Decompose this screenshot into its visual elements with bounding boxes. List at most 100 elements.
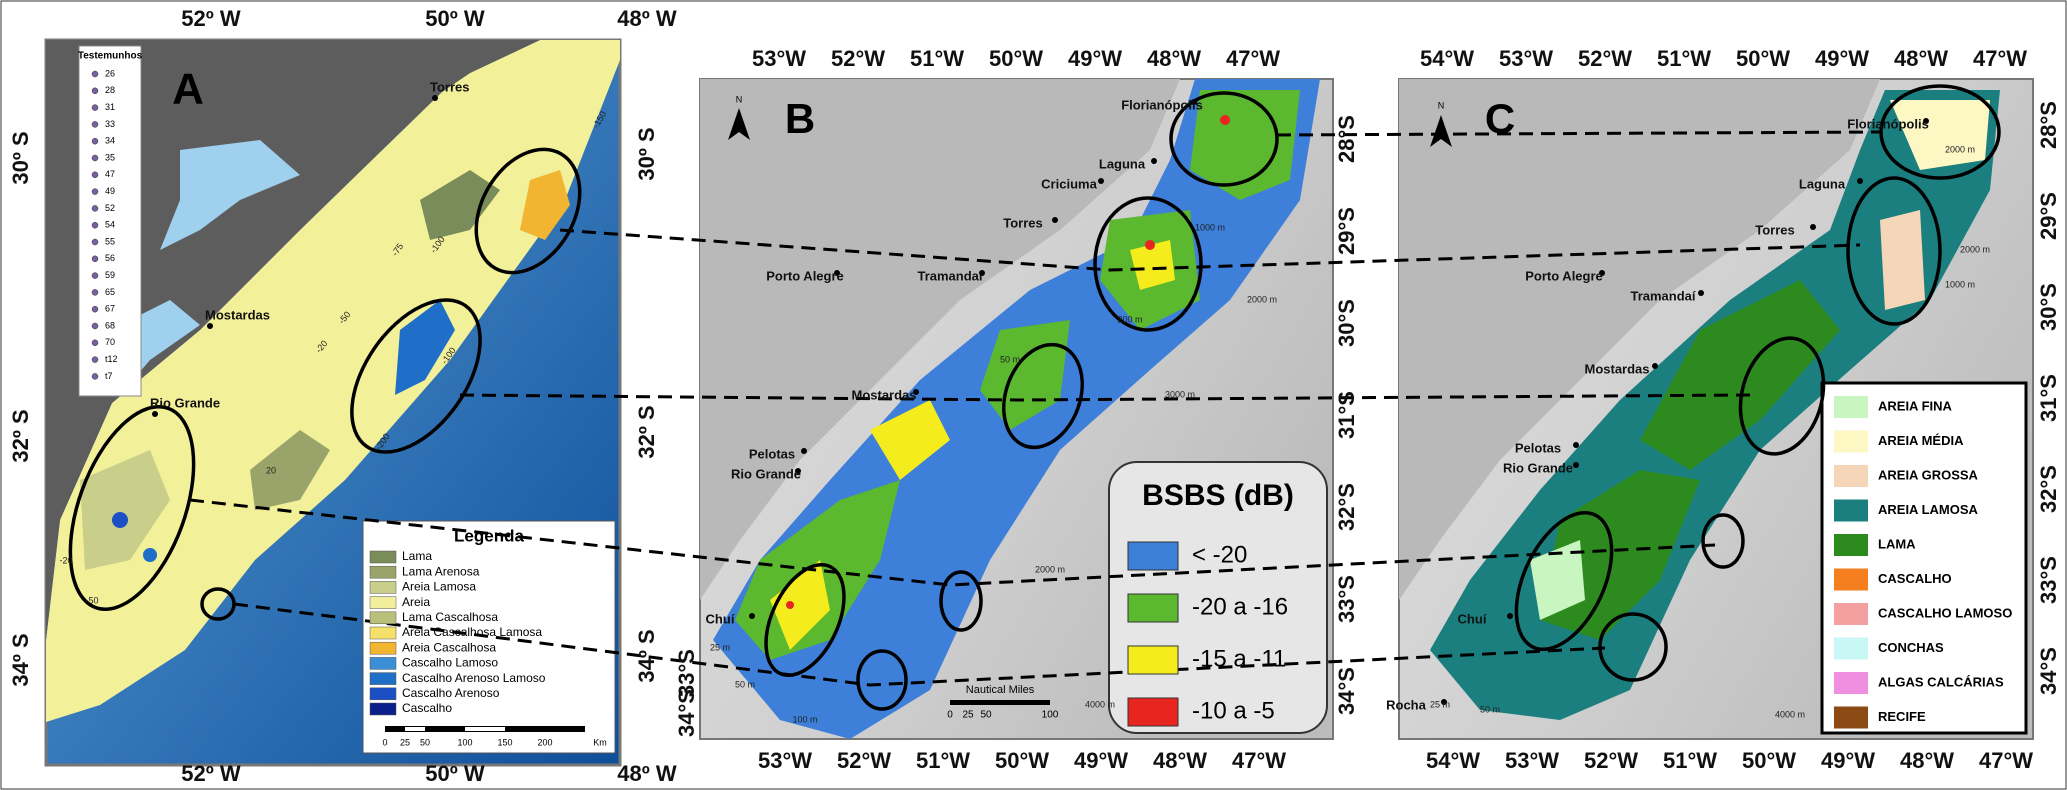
left-tick-label: 30º S (8, 131, 33, 184)
legend-swatch (1834, 569, 1868, 591)
place-name: Torres (1755, 222, 1795, 237)
bottom-tick-label: 50º W (425, 761, 485, 786)
core-label: 67 (105, 304, 115, 314)
place-name: Rio Grande (731, 466, 801, 481)
core-marker (92, 138, 98, 144)
contour-label: 20 (266, 465, 276, 475)
legend-label: Cascalho Arenoso (402, 686, 500, 700)
legend-label: AREIA FINA (1878, 398, 1953, 413)
legend-swatch (1834, 603, 1868, 625)
legend-swatch (370, 673, 396, 685)
legend-label: RECIFE (1878, 709, 1926, 724)
right-tick-label: 28°S (2036, 101, 2061, 149)
legend-swatch (1834, 534, 1868, 556)
cores-title: Testemunhos (78, 51, 143, 62)
bottom-tick-label: 50°W (1742, 748, 1796, 773)
place-marker (749, 613, 755, 619)
core-marker (92, 172, 98, 178)
scale-label: 50 (980, 710, 992, 721)
top-tick-label: 49°W (1815, 46, 1869, 71)
bottom-tick-label: 47°W (1232, 748, 1286, 773)
panel-label: C (1485, 95, 1515, 142)
right-tick-label: 33°S (1334, 575, 1359, 623)
place-marker (801, 448, 807, 454)
legend-swatch (370, 657, 396, 669)
sediment-patch (143, 548, 157, 562)
core-label: 26 (105, 68, 115, 78)
bottom-tick-label: 52º W (181, 761, 241, 786)
scale-title: Nautical Miles (966, 684, 1035, 696)
top-tick-label: 48º W (617, 6, 677, 31)
right-tick-label: 32°S (2036, 465, 2061, 513)
scale-label: 100 (457, 737, 472, 747)
place-name: Pelotas (749, 446, 795, 461)
place-name: Laguna (1799, 176, 1846, 191)
body: A52º W52º W50º W50º W48º W48º W30º S30º … (0, 0, 2067, 790)
place-marker (1810, 224, 1816, 230)
core-marker (92, 205, 98, 211)
core-label: 31 (105, 102, 115, 112)
bottom-tick-label: 53°W (1505, 748, 1559, 773)
figure: A52º W52º W50º W50º W48º W48º W30º S30º … (0, 0, 2067, 790)
place-name: Porto Alegre (766, 268, 844, 283)
legend-label: AREIA GROSSA (1878, 467, 1979, 482)
core-label: 54 (105, 220, 115, 230)
bottom-tick-label: 49°W (1074, 748, 1128, 773)
left-tick-label: 32º S (8, 409, 33, 462)
scale-label: Km (593, 737, 607, 747)
place-name: Pelotas (1515, 440, 1561, 455)
top-tick-label: 50º W (425, 6, 485, 31)
left-tick-label: 34º S (8, 633, 33, 686)
left-tick-label: 34°S (674, 689, 699, 737)
place-marker (1652, 363, 1658, 369)
core-marker (92, 155, 98, 161)
isobath-label: 50 m (735, 679, 755, 689)
place-marker (1098, 178, 1104, 184)
bottom-tick-label: 52°W (1584, 748, 1638, 773)
scale-label: 100 (1042, 710, 1059, 721)
core-label: 52 (105, 203, 115, 213)
bottom-tick-label: 48º W (617, 761, 677, 786)
core-marker (92, 88, 98, 94)
legend-swatch (370, 642, 396, 654)
right-tick-label: 32º S (634, 405, 659, 458)
core-marker (92, 340, 98, 346)
bottom-tick-label: 48°W (1153, 748, 1207, 773)
legend-label: Lama Arenosa (402, 564, 480, 578)
core-label: 68 (105, 320, 115, 330)
isobath-label: 4000 m (1085, 699, 1115, 709)
place-name: Torres (1003, 215, 1043, 230)
isobath-label: 2000 m (1945, 144, 1975, 154)
isobath-label: 100 m (792, 714, 817, 724)
core-marker (92, 357, 98, 363)
place-name: Mostardas (1584, 361, 1649, 376)
top-tick-label: 52º W (181, 6, 241, 31)
core-label: 65 (105, 287, 115, 297)
bottom-tick-label: 54°W (1426, 748, 1480, 773)
core-marker (92, 306, 98, 312)
backscatter-patch (1220, 115, 1230, 125)
place-marker (1507, 613, 1513, 619)
core-marker (92, 289, 98, 295)
scale-label: 25 (962, 710, 974, 721)
north-label: N (736, 94, 743, 104)
backscatter-patch (1145, 240, 1155, 250)
legend-swatch (1128, 646, 1178, 674)
core-marker (92, 373, 98, 379)
legend-swatch (370, 627, 396, 639)
scale-label: 25 (400, 737, 410, 747)
top-tick-label: 54°W (1420, 46, 1474, 71)
top-tick-label: 51°W (910, 46, 964, 71)
sediment-patch (112, 512, 128, 528)
core-marker (92, 239, 98, 245)
place-name: Rio Grande (1503, 460, 1573, 475)
right-tick-label: 29°S (1334, 207, 1359, 255)
core-label: 56 (105, 253, 115, 263)
place-name: Florianópolis (1121, 97, 1203, 112)
north-label: N (1438, 100, 1445, 110)
legend-label: Areia Lamosa (402, 580, 476, 594)
place-name: Mostardas (851, 387, 916, 402)
right-tick-label: 33°S (2036, 556, 2061, 604)
bottom-tick-label: 52°W (837, 748, 891, 773)
core-marker (92, 323, 98, 329)
